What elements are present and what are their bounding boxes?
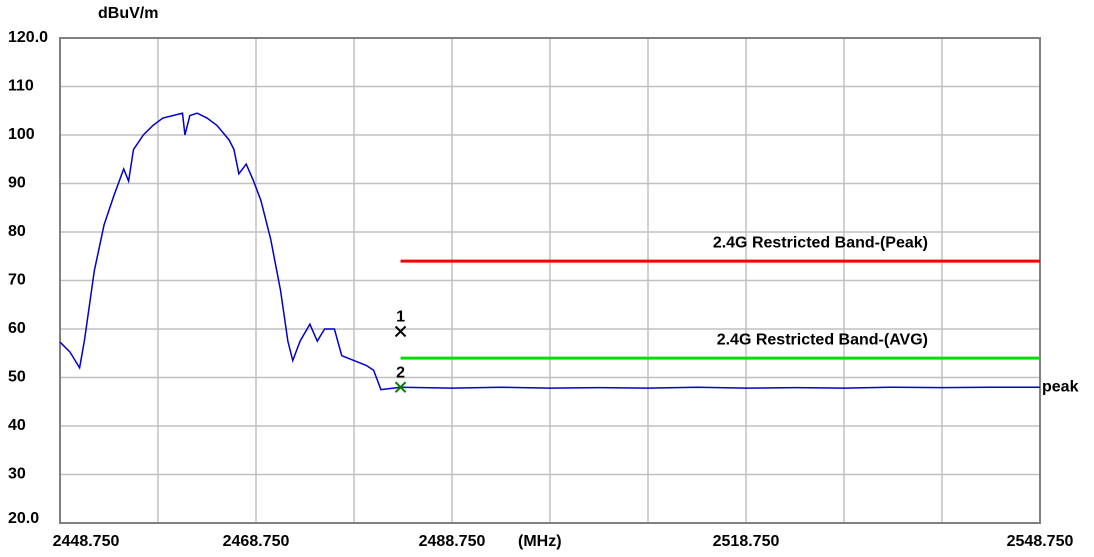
x-tick-label: 2548.750 — [1007, 533, 1074, 550]
y-tick-label: 90 — [8, 175, 26, 192]
y-tick-label: 80 — [8, 223, 26, 240]
marker-label: 1 — [396, 309, 405, 326]
x-tick-label: 2468.750 — [223, 533, 290, 550]
plot-frame — [59, 37, 1041, 524]
y-tick-label: 120.0 — [8, 29, 48, 46]
x-tick-label: 2448.750 — [53, 533, 120, 550]
y-tick-label: 50 — [8, 369, 26, 386]
x-tick-label: 2488.750 — [419, 533, 486, 550]
series-line — [59, 112, 1040, 391]
series-label: peak — [1042, 378, 1079, 395]
y-tick-label: 60 — [8, 320, 26, 337]
y-tick-label: 30 — [8, 466, 26, 483]
y-tick-label: 70 — [8, 272, 26, 289]
series-label: 2.4G Restricted Band-(AVG) — [717, 331, 928, 348]
marker-label: 2 — [396, 364, 405, 381]
marker — [394, 381, 407, 393]
x-axis-unit: (MHz) — [518, 533, 562, 550]
marker — [394, 325, 407, 338]
series-label: 2.4G Restricted Band-(Peak) — [713, 234, 928, 251]
y-tick-label: 20.0 — [8, 510, 39, 527]
x-tick-label: 2518.750 — [713, 533, 780, 550]
y-tick-label: 40 — [8, 417, 26, 434]
y-axis-label: dBuV/m — [98, 5, 158, 22]
y-tick-label: 110 — [8, 78, 34, 95]
y-tick-label: 100 — [8, 126, 35, 143]
